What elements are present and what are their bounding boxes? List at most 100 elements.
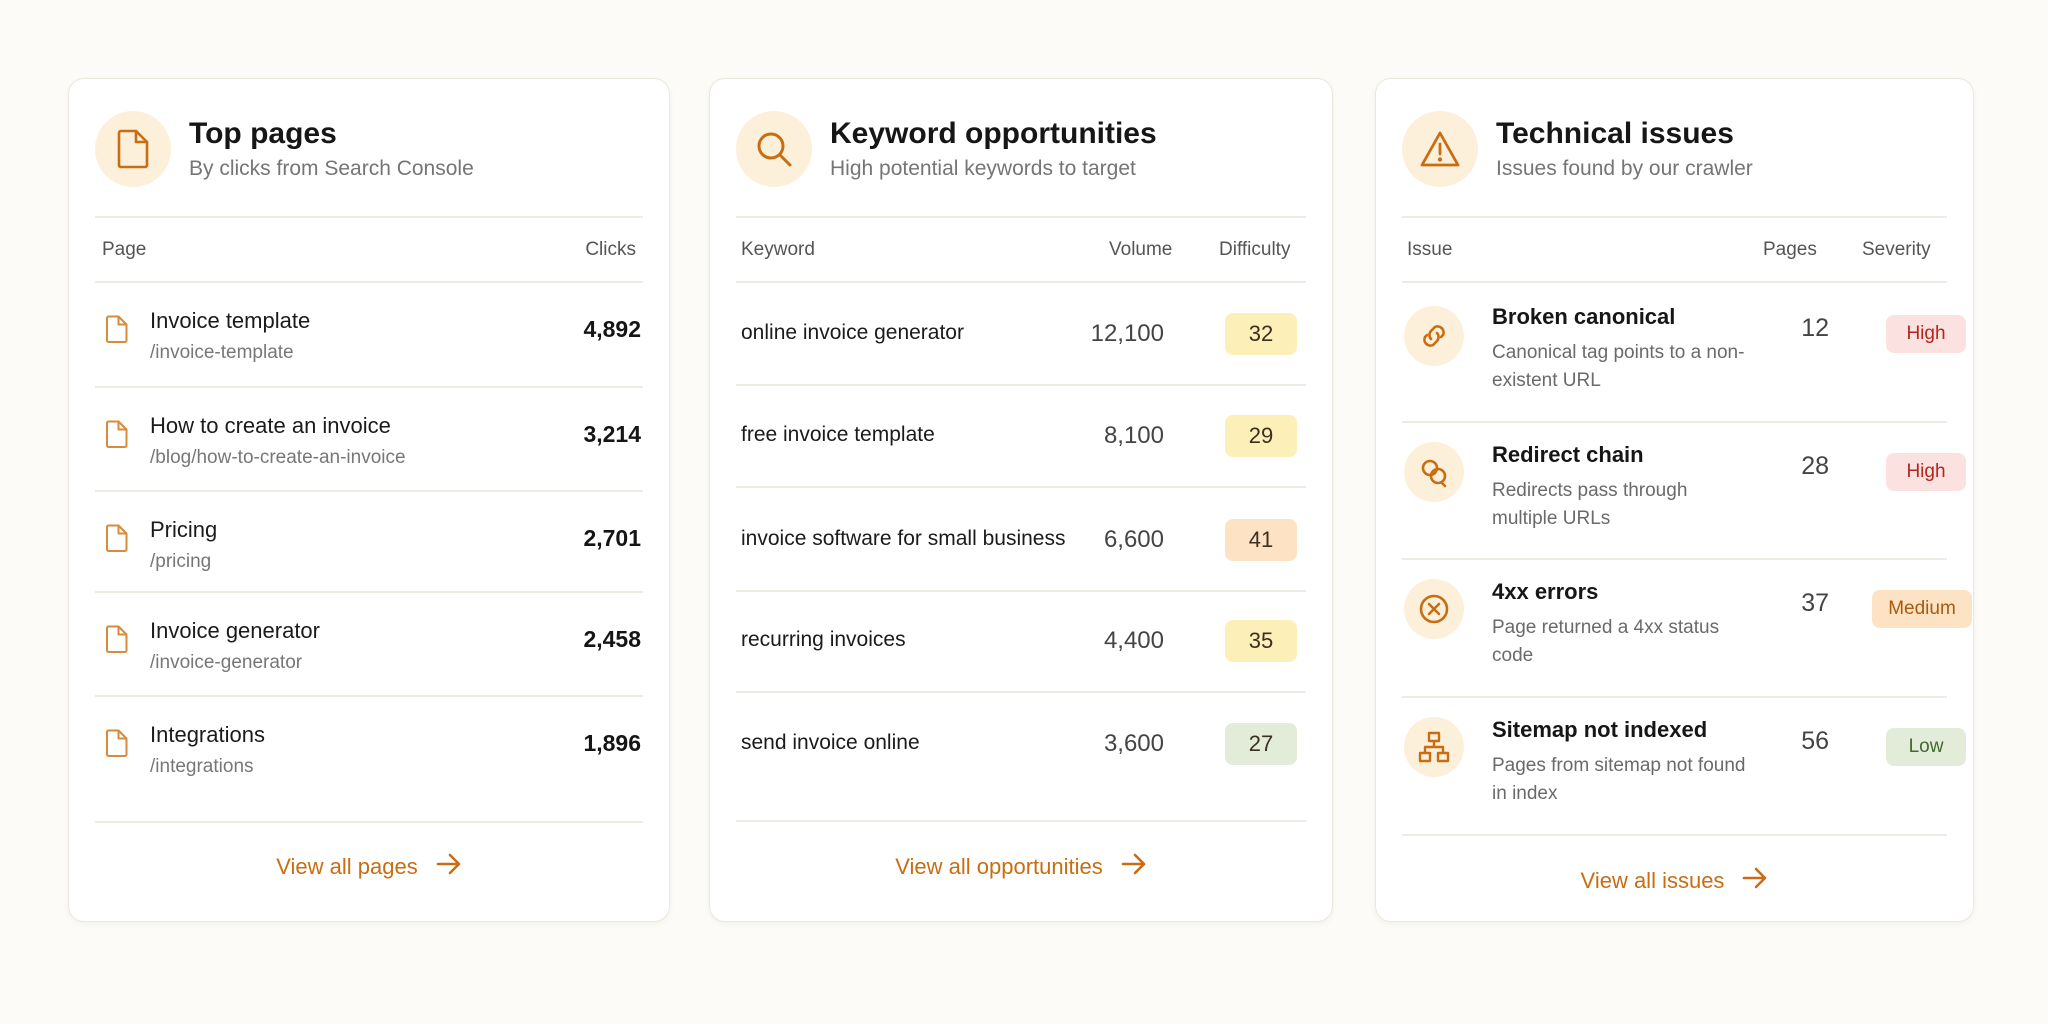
- page-title: Invoice generator: [150, 618, 320, 643]
- table-row[interactable]: free invoice template 8,100 29: [736, 386, 1306, 486]
- column-header-keyword: Keyword: [741, 239, 815, 260]
- divider: [95, 821, 643, 823]
- keyword-opportunities-card: Keyword opportunities High potential key…: [709, 78, 1333, 922]
- table-row[interactable]: online invoice generator 12,100 32: [736, 284, 1306, 384]
- table-row[interactable]: 4xx errors Page returned a 4xx status cod…: [1402, 559, 1972, 695]
- page-path: /blog/how-to-create-an-invoice: [150, 447, 406, 468]
- volume-value: 8,100: [1103, 422, 1164, 449]
- issue-title: Redirect chain: [1492, 442, 1644, 467]
- technical-issues-card: Technical issues Issues found by our cra…: [1375, 78, 1974, 922]
- file-icon: [105, 315, 129, 343]
- view-all-issues-link[interactable]: View all issues: [1376, 867, 1973, 895]
- keyword-text: online invoice generator: [741, 321, 964, 344]
- file-icon: [105, 729, 129, 757]
- column-header-difficulty: Difficulty: [1219, 239, 1291, 260]
- divider: [1402, 421, 1947, 423]
- column-header-clicks: Clicks: [585, 239, 636, 260]
- issue-description: Redirects pass through multiple URLs: [1492, 480, 1688, 529]
- page-title: Invoice template: [150, 308, 311, 333]
- column-header-page: Page: [102, 239, 147, 260]
- page-path: /integrations: [150, 756, 254, 777]
- clicks-value: 3,214: [583, 421, 641, 447]
- divider: [736, 281, 1306, 283]
- file-icon: [105, 625, 129, 653]
- file-icon: [105, 524, 129, 552]
- difficulty-badge: 41: [1225, 519, 1297, 561]
- table-row[interactable]: Broken canonical Canonical tag points to …: [1402, 284, 1966, 420]
- view-all-label: View all issues: [1580, 868, 1725, 893]
- severity-badge: Medium: [1872, 590, 1972, 628]
- clicks-value: 2,458: [583, 626, 641, 652]
- column-header-pages: Pages: [1763, 239, 1817, 260]
- link-icon: [1404, 306, 1464, 366]
- column-header-severity: Severity: [1862, 239, 1931, 260]
- search-icon: [736, 111, 812, 187]
- issue-title: Broken canonical: [1492, 304, 1676, 329]
- table-row[interactable]: How to create an invoice/blog/how-to-cre…: [95, 387, 643, 491]
- severity-badge: High: [1886, 315, 1966, 353]
- top-pages-header: Top pages By clicks from Search Console: [95, 111, 643, 187]
- issues-header: Technical issues Issues found by our cra…: [1402, 111, 1947, 187]
- divider: [736, 590, 1306, 592]
- table-row[interactable]: recurring invoices 4,400 35: [736, 591, 1306, 691]
- divider: [1402, 281, 1947, 283]
- card-subtitle: High potential keywords to target: [830, 157, 1136, 180]
- issue-title: 4xx errors: [1492, 579, 1599, 604]
- keywords-header: Keyword opportunities High potential key…: [736, 111, 1306, 187]
- warning-icon: [1402, 111, 1478, 187]
- volume-value: 12,100: [1090, 320, 1164, 347]
- arrow-right-icon: [436, 853, 462, 881]
- page-path: /invoice-template: [150, 342, 294, 363]
- column-header-volume: Volume: [1109, 239, 1173, 260]
- card-title: Technical issues: [1496, 117, 1734, 150]
- divider: [1402, 834, 1947, 836]
- divider: [95, 216, 643, 218]
- table-row[interactable]: invoice software for small business 6,600…: [736, 490, 1306, 590]
- keyword-text: recurring invoices: [741, 628, 906, 651]
- keyword-text: invoice software for small business: [741, 527, 1066, 550]
- issue-description: Pages from sitemap not found in index: [1492, 755, 1746, 804]
- page-path: /invoice-generator: [150, 652, 303, 673]
- divider: [95, 490, 643, 492]
- issue-title: Sitemap not indexed: [1492, 717, 1708, 742]
- pages-count: 37: [1801, 589, 1829, 617]
- volume-value: 3,600: [1103, 730, 1164, 757]
- table-row[interactable]: send invoice online 3,600 27: [736, 694, 1306, 794]
- divider: [736, 384, 1306, 386]
- sitemap-icon: [1404, 717, 1464, 777]
- view-all-pages-link[interactable]: View all pages: [69, 853, 669, 881]
- column-header-issue: Issue: [1407, 239, 1453, 260]
- card-subtitle: By clicks from Search Console: [189, 157, 474, 180]
- pages-count: 12: [1801, 314, 1829, 342]
- clicks-value: 1,896: [583, 730, 641, 756]
- difficulty-badge: 32: [1225, 313, 1297, 355]
- x-circle-icon: [1404, 579, 1464, 639]
- table-row[interactable]: Sitemap not indexed Pages from sitemap no…: [1402, 697, 1966, 833]
- difficulty-badge: 27: [1225, 723, 1297, 765]
- pages-count: 56: [1801, 727, 1829, 755]
- card-title: Top pages: [189, 117, 337, 150]
- divider: [95, 591, 643, 593]
- table-row[interactable]: Invoice generator/invoice-generator 2,458: [95, 592, 643, 696]
- arrow-right-icon: [1742, 867, 1768, 895]
- clicks-value: 4,892: [583, 316, 641, 342]
- top-pages-card: Top pages By clicks from Search Console …: [68, 78, 670, 922]
- clicks-value: 2,701: [583, 525, 641, 551]
- divider: [1402, 216, 1947, 218]
- file-icon: [105, 420, 129, 448]
- table-row[interactable]: Pricing/pricing 2,701: [95, 491, 643, 595]
- card-title: Keyword opportunities: [830, 117, 1157, 150]
- divider: [1402, 696, 1947, 698]
- issue-description: Page returned a 4xx status code: [1492, 617, 1720, 666]
- divider: [95, 281, 643, 283]
- divider: [736, 486, 1306, 488]
- severity-badge: High: [1886, 453, 1966, 491]
- view-all-opportunities-link[interactable]: View all opportunities: [710, 853, 1332, 881]
- document-icon: [95, 111, 171, 187]
- table-row[interactable]: Integrations/integrations 1,896: [95, 696, 643, 800]
- table-row[interactable]: Redirect chain Redirects pass through mul…: [1402, 422, 1966, 558]
- redirect-icon: [1404, 442, 1464, 502]
- difficulty-badge: 29: [1225, 415, 1297, 457]
- table-row[interactable]: Invoice template/invoice-template 4,892: [95, 282, 643, 386]
- volume-value: 6,600: [1103, 526, 1164, 553]
